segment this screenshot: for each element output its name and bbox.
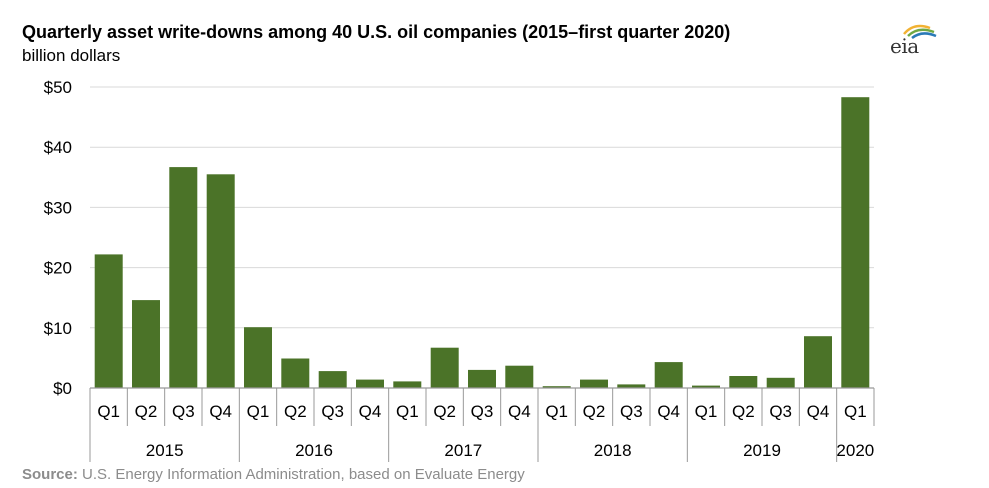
eia-logo: eia (890, 22, 940, 66)
x-tick-label: Q3 (769, 402, 792, 421)
bar (841, 97, 870, 388)
x-tick-label: Q4 (657, 402, 680, 421)
eia-logo-icon (903, 24, 937, 40)
bar (468, 369, 496, 388)
bar (132, 300, 160, 388)
x-group-label: 2020 (836, 441, 874, 460)
x-group-label: 2016 (295, 441, 333, 460)
y-tick-label: $30 (44, 198, 72, 217)
x-tick-label: Q3 (321, 402, 344, 421)
x-tick-label: Q1 (247, 402, 270, 421)
eia-logo-text: eia (890, 34, 919, 58)
bar (654, 362, 683, 388)
x-tick-label: Q2 (433, 402, 456, 421)
x-tick-label: Q2 (284, 402, 307, 421)
y-tick-label: $0 (53, 379, 72, 398)
bar (804, 336, 832, 388)
source-note: Source: U.S. Energy Information Administ… (22, 466, 525, 483)
bar (505, 365, 534, 388)
x-group-label: 2017 (444, 441, 482, 460)
source-text: U.S. Energy Information Administration, … (82, 466, 525, 483)
x-tick-label: Q4 (359, 402, 382, 421)
x-tick-label: Q2 (135, 402, 158, 421)
y-tick-label: $40 (44, 138, 72, 157)
bar (281, 358, 310, 388)
y-tick-label: $50 (44, 78, 72, 97)
x-tick-label: Q1 (97, 402, 120, 421)
bar (766, 377, 795, 388)
bar (356, 379, 384, 388)
x-group-label: 2018 (594, 441, 632, 460)
x-group-label: 2019 (743, 441, 781, 460)
x-tick-label: Q4 (508, 402, 531, 421)
bar (617, 384, 646, 388)
bar (244, 327, 272, 388)
bar (542, 386, 571, 388)
y-tick-label: $10 (44, 319, 72, 338)
bar (430, 347, 459, 388)
x-tick-label: Q1 (396, 402, 419, 421)
x-tick-label: Q2 (583, 402, 606, 421)
chart-subtitle: billion dollars (22, 46, 121, 65)
logo-swoosh-green (907, 28, 935, 37)
x-tick-label: Q3 (620, 402, 643, 421)
bar-chart: $0 $10 $20 $30 $40 $50 Q1 Q2 Q3 Q4 Q1 Q2 Q3 Q4 Q1 Q2 Q3 Q… (44, 78, 875, 462)
y-tick-label: $20 (44, 259, 72, 278)
source-label: Source: (22, 466, 78, 483)
x-tick-label: Q3 (471, 402, 494, 421)
bar (692, 385, 720, 388)
bar (206, 174, 235, 388)
x-tick-label: Q1 (545, 402, 568, 421)
bar (580, 379, 608, 388)
chart-title: Quarterly asset write-downs among 40 U.S… (22, 22, 731, 42)
bar (318, 371, 347, 388)
x-tick-label: Q4 (807, 402, 830, 421)
bar (729, 376, 758, 388)
x-tick-label: Q4 (209, 402, 232, 421)
x-tick-label: Q2 (732, 402, 755, 421)
bar (169, 167, 198, 388)
bar (393, 381, 422, 388)
x-tick-label: Q1 (844, 402, 867, 421)
logo-swoosh-yellow (903, 24, 931, 35)
x-tick-label: Q1 (695, 402, 718, 421)
x-tick-label: Q3 (172, 402, 195, 421)
logo-swoosh-blue (911, 32, 937, 40)
bar (94, 254, 123, 388)
x-group-label: 2015 (146, 441, 184, 460)
